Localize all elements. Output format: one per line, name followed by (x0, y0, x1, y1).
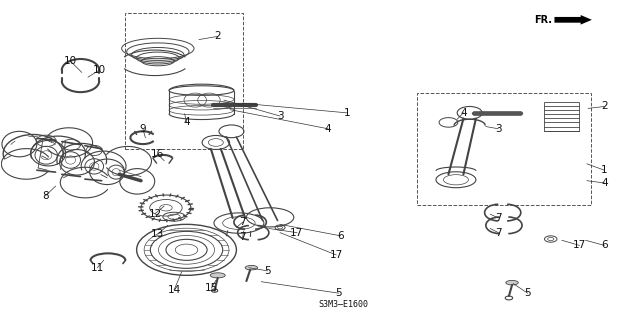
Text: 5: 5 (264, 266, 271, 276)
Bar (544, 102, 579, 131)
Text: 12: 12 (149, 209, 162, 219)
Text: 15: 15 (205, 283, 218, 293)
Text: FR.: FR. (534, 15, 552, 25)
Text: 4: 4 (460, 108, 467, 118)
Text: 6: 6 (338, 231, 344, 241)
Text: 1: 1 (601, 165, 608, 175)
Text: 9: 9 (139, 124, 146, 134)
Text: 10: 10 (64, 56, 77, 66)
Text: 4: 4 (183, 117, 190, 127)
Text: 7: 7 (495, 213, 502, 223)
Text: 17: 17 (572, 240, 586, 250)
Text: 6: 6 (601, 240, 608, 250)
Text: 17: 17 (290, 228, 304, 238)
Ellipse shape (506, 280, 518, 285)
Text: 7: 7 (239, 217, 246, 227)
Ellipse shape (245, 266, 258, 270)
Text: 11: 11 (91, 263, 104, 273)
FancyArrow shape (554, 15, 592, 25)
Text: 5: 5 (336, 288, 342, 298)
Text: 16: 16 (151, 149, 164, 159)
Bar (418, 93, 591, 205)
Text: 4: 4 (325, 124, 331, 134)
Text: 13: 13 (151, 229, 164, 239)
Text: 17: 17 (329, 250, 343, 260)
Ellipse shape (210, 273, 225, 278)
Text: 1: 1 (344, 108, 350, 118)
Text: S3M3–E1600: S3M3–E1600 (319, 300, 369, 308)
Text: 2: 2 (214, 31, 221, 41)
Text: 7: 7 (239, 232, 246, 242)
Text: 5: 5 (524, 288, 531, 298)
Text: 7: 7 (495, 228, 502, 238)
Text: 3: 3 (277, 111, 283, 121)
Text: 4: 4 (601, 178, 608, 188)
Bar (126, 13, 242, 149)
Text: 8: 8 (42, 191, 49, 201)
Text: 14: 14 (168, 285, 181, 295)
Text: 2: 2 (601, 101, 608, 111)
Text: 3: 3 (495, 124, 502, 134)
Text: 10: 10 (92, 65, 106, 75)
